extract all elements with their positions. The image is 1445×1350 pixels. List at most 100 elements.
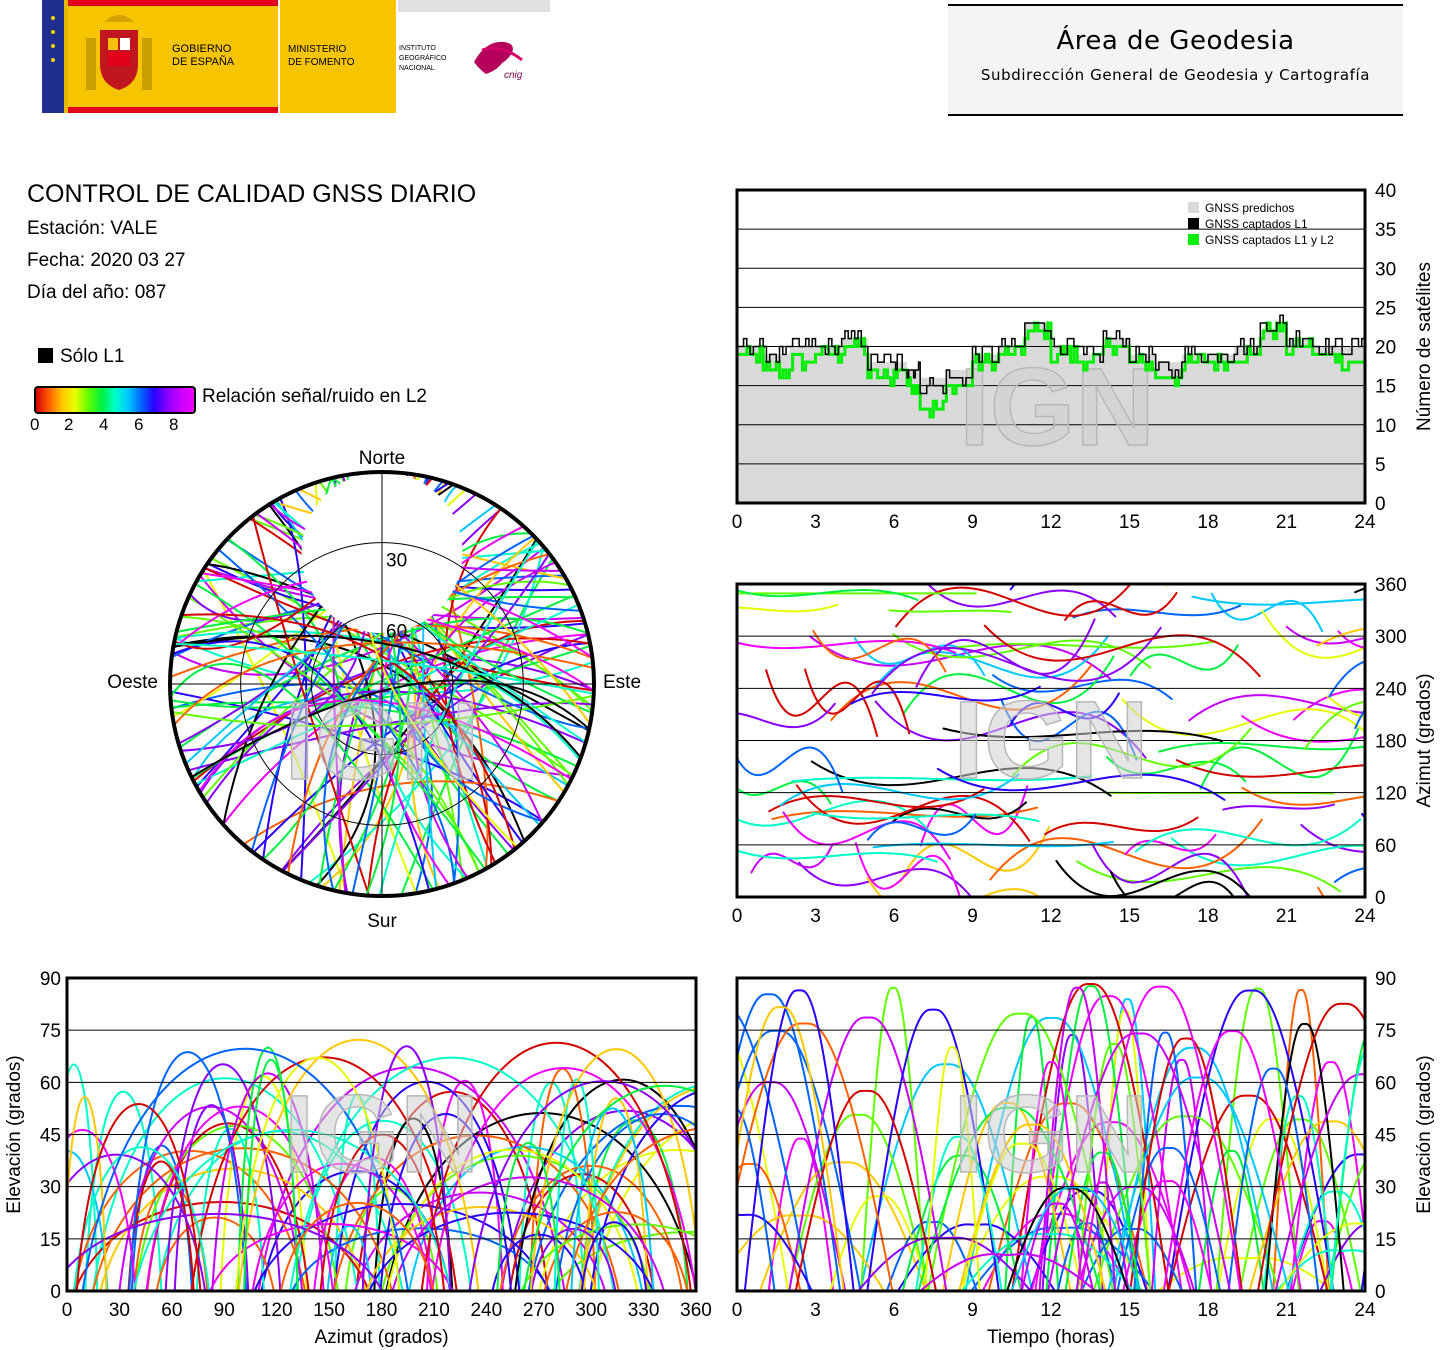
elevation-time-track	[1151, 1058, 1213, 1291]
elevation-time-track	[1248, 1120, 1365, 1291]
y-tick-label: 15	[40, 1230, 61, 1251]
plot-area: IGN	[65, 976, 698, 1293]
elevation-azimuth-track	[361, 1045, 452, 1291]
azimuth-track	[1175, 759, 1365, 778]
azimuth-track	[798, 861, 971, 897]
y-tick-label: 40	[1375, 181, 1396, 202]
azimuth-track	[927, 584, 1117, 618]
azimuth-track	[737, 746, 844, 794]
y-tick-label: 10	[1375, 416, 1396, 437]
elevation-azimuth-track	[530, 1227, 617, 1291]
azimuth-track	[1241, 786, 1365, 806]
y-axis-label: Elevación (grados)	[1414, 1055, 1435, 1213]
azimuth-track	[1055, 859, 1252, 897]
elevation-azimuth-track	[431, 1067, 696, 1291]
azimuth-track	[1316, 627, 1365, 647]
azimuth-track	[1009, 584, 1017, 591]
y-tick-label: 25	[1375, 298, 1396, 319]
elevation-time-track	[1020, 1060, 1083, 1291]
y-tick-label: 5	[1375, 455, 1386, 476]
elevation-time-track	[924, 1046, 981, 1291]
elevation-time-track	[1112, 1046, 1274, 1291]
azimuth-track	[1328, 660, 1365, 698]
elevation-time-track	[1289, 1061, 1365, 1291]
x-tick-label: 24	[1354, 512, 1376, 533]
x-tick-label: 9	[967, 906, 978, 927]
track-layer	[737, 983, 1365, 1291]
sky-track	[175, 613, 517, 855]
elevation-time-track	[737, 993, 842, 1291]
azimuth-track	[1000, 699, 1138, 761]
sky-track	[250, 510, 372, 896]
azimuth-track	[737, 589, 919, 602]
elevation-azimuth-track	[527, 1104, 696, 1291]
elevation-time-track	[1011, 983, 1170, 1291]
station-label: Estación: VALE	[27, 218, 158, 239]
elevation-time-track	[1167, 1094, 1329, 1291]
azimuth-track	[810, 760, 1112, 797]
sky-track	[410, 533, 540, 894]
azimuth-track	[1044, 816, 1199, 836]
x-tick-label: 21	[1276, 1300, 1297, 1321]
elevation-time-track	[1162, 1030, 1302, 1291]
elevation-time-track	[737, 1047, 790, 1291]
sky-track	[195, 571, 594, 696]
azimuth-track	[737, 603, 839, 613]
x-tick-label: 210	[418, 1300, 450, 1321]
azimuth-track	[892, 633, 1152, 669]
plot-frame	[65, 976, 698, 1293]
azimuth-track	[895, 584, 1132, 628]
y-tick-label: 45	[1375, 1126, 1396, 1147]
elevation-azimuth-track	[565, 1128, 696, 1291]
azimuth-track	[811, 811, 1040, 822]
elevation-azimuth-track	[496, 1141, 561, 1291]
azimuth-track	[1166, 584, 1169, 587]
y-tick-label: 60	[40, 1073, 61, 1094]
ign-watermark: IGN	[953, 679, 1149, 802]
elevation-azimuth-track	[155, 1216, 275, 1291]
colorbar-tick: 2	[64, 415, 74, 434]
elevation-azimuth-track	[379, 1113, 512, 1291]
x-axis-label: Azimut (grados)	[314, 1327, 448, 1348]
elevation-azimuth-track	[365, 1206, 598, 1291]
area-geodesia-box: Área de Geodesia Subdirección General de…	[948, 4, 1403, 116]
elevation-time-track	[1107, 1076, 1290, 1291]
elevation-time-track	[917, 1106, 1102, 1291]
x-tick-label: 0	[732, 512, 743, 533]
y-tick-label: 0	[1375, 494, 1386, 515]
elevation-azimuth-track	[235, 1056, 401, 1291]
x-tick-label: 0	[732, 1300, 743, 1321]
azimuth-track	[1241, 715, 1365, 743]
y-tick-label: 240	[1375, 679, 1407, 700]
ign-watermark: IGN	[284, 680, 480, 803]
x-tick-label: 360	[680, 1300, 712, 1321]
series-line-1	[737, 314, 1366, 395]
elevation-azimuth-track	[67, 1212, 383, 1291]
x-axis-label: Tiempo (horas)	[987, 1327, 1115, 1348]
y-tick-label: 30	[40, 1178, 61, 1199]
elevation-azimuth-track	[209, 1222, 454, 1291]
elevation-azimuth-track	[211, 1072, 325, 1291]
azimuth-track	[1222, 803, 1335, 811]
elevation-time-track	[1020, 1202, 1095, 1291]
elevation-time-track	[758, 1161, 927, 1291]
y-tick-label: 180	[1375, 732, 1407, 753]
elevation-azimuth-track	[468, 1080, 696, 1291]
azimuth-track	[1285, 625, 1365, 645]
x-tick-label: 3	[810, 1300, 821, 1321]
azimuth-track	[812, 629, 947, 673]
azimuth-track	[1261, 609, 1365, 659]
sky-track	[170, 701, 583, 770]
y-tick-label: 75	[1375, 1021, 1396, 1042]
plot-frame	[735, 582, 1367, 899]
y-axis-label: Azimut (grados)	[1414, 673, 1435, 807]
elevation-time-track	[914, 1135, 1003, 1291]
elevation-time-track	[1276, 1249, 1365, 1291]
x-tick-label: 18	[1197, 512, 1218, 533]
colorbar-tick: 6	[134, 415, 144, 434]
track-layer	[737, 584, 1365, 897]
elevation-azimuth-track	[75, 1103, 202, 1291]
date-label: Fecha: 2020 03 27	[27, 250, 186, 271]
azimuth-track	[874, 700, 1147, 759]
gobierno-line-2: DE ESPAÑA	[172, 55, 235, 68]
